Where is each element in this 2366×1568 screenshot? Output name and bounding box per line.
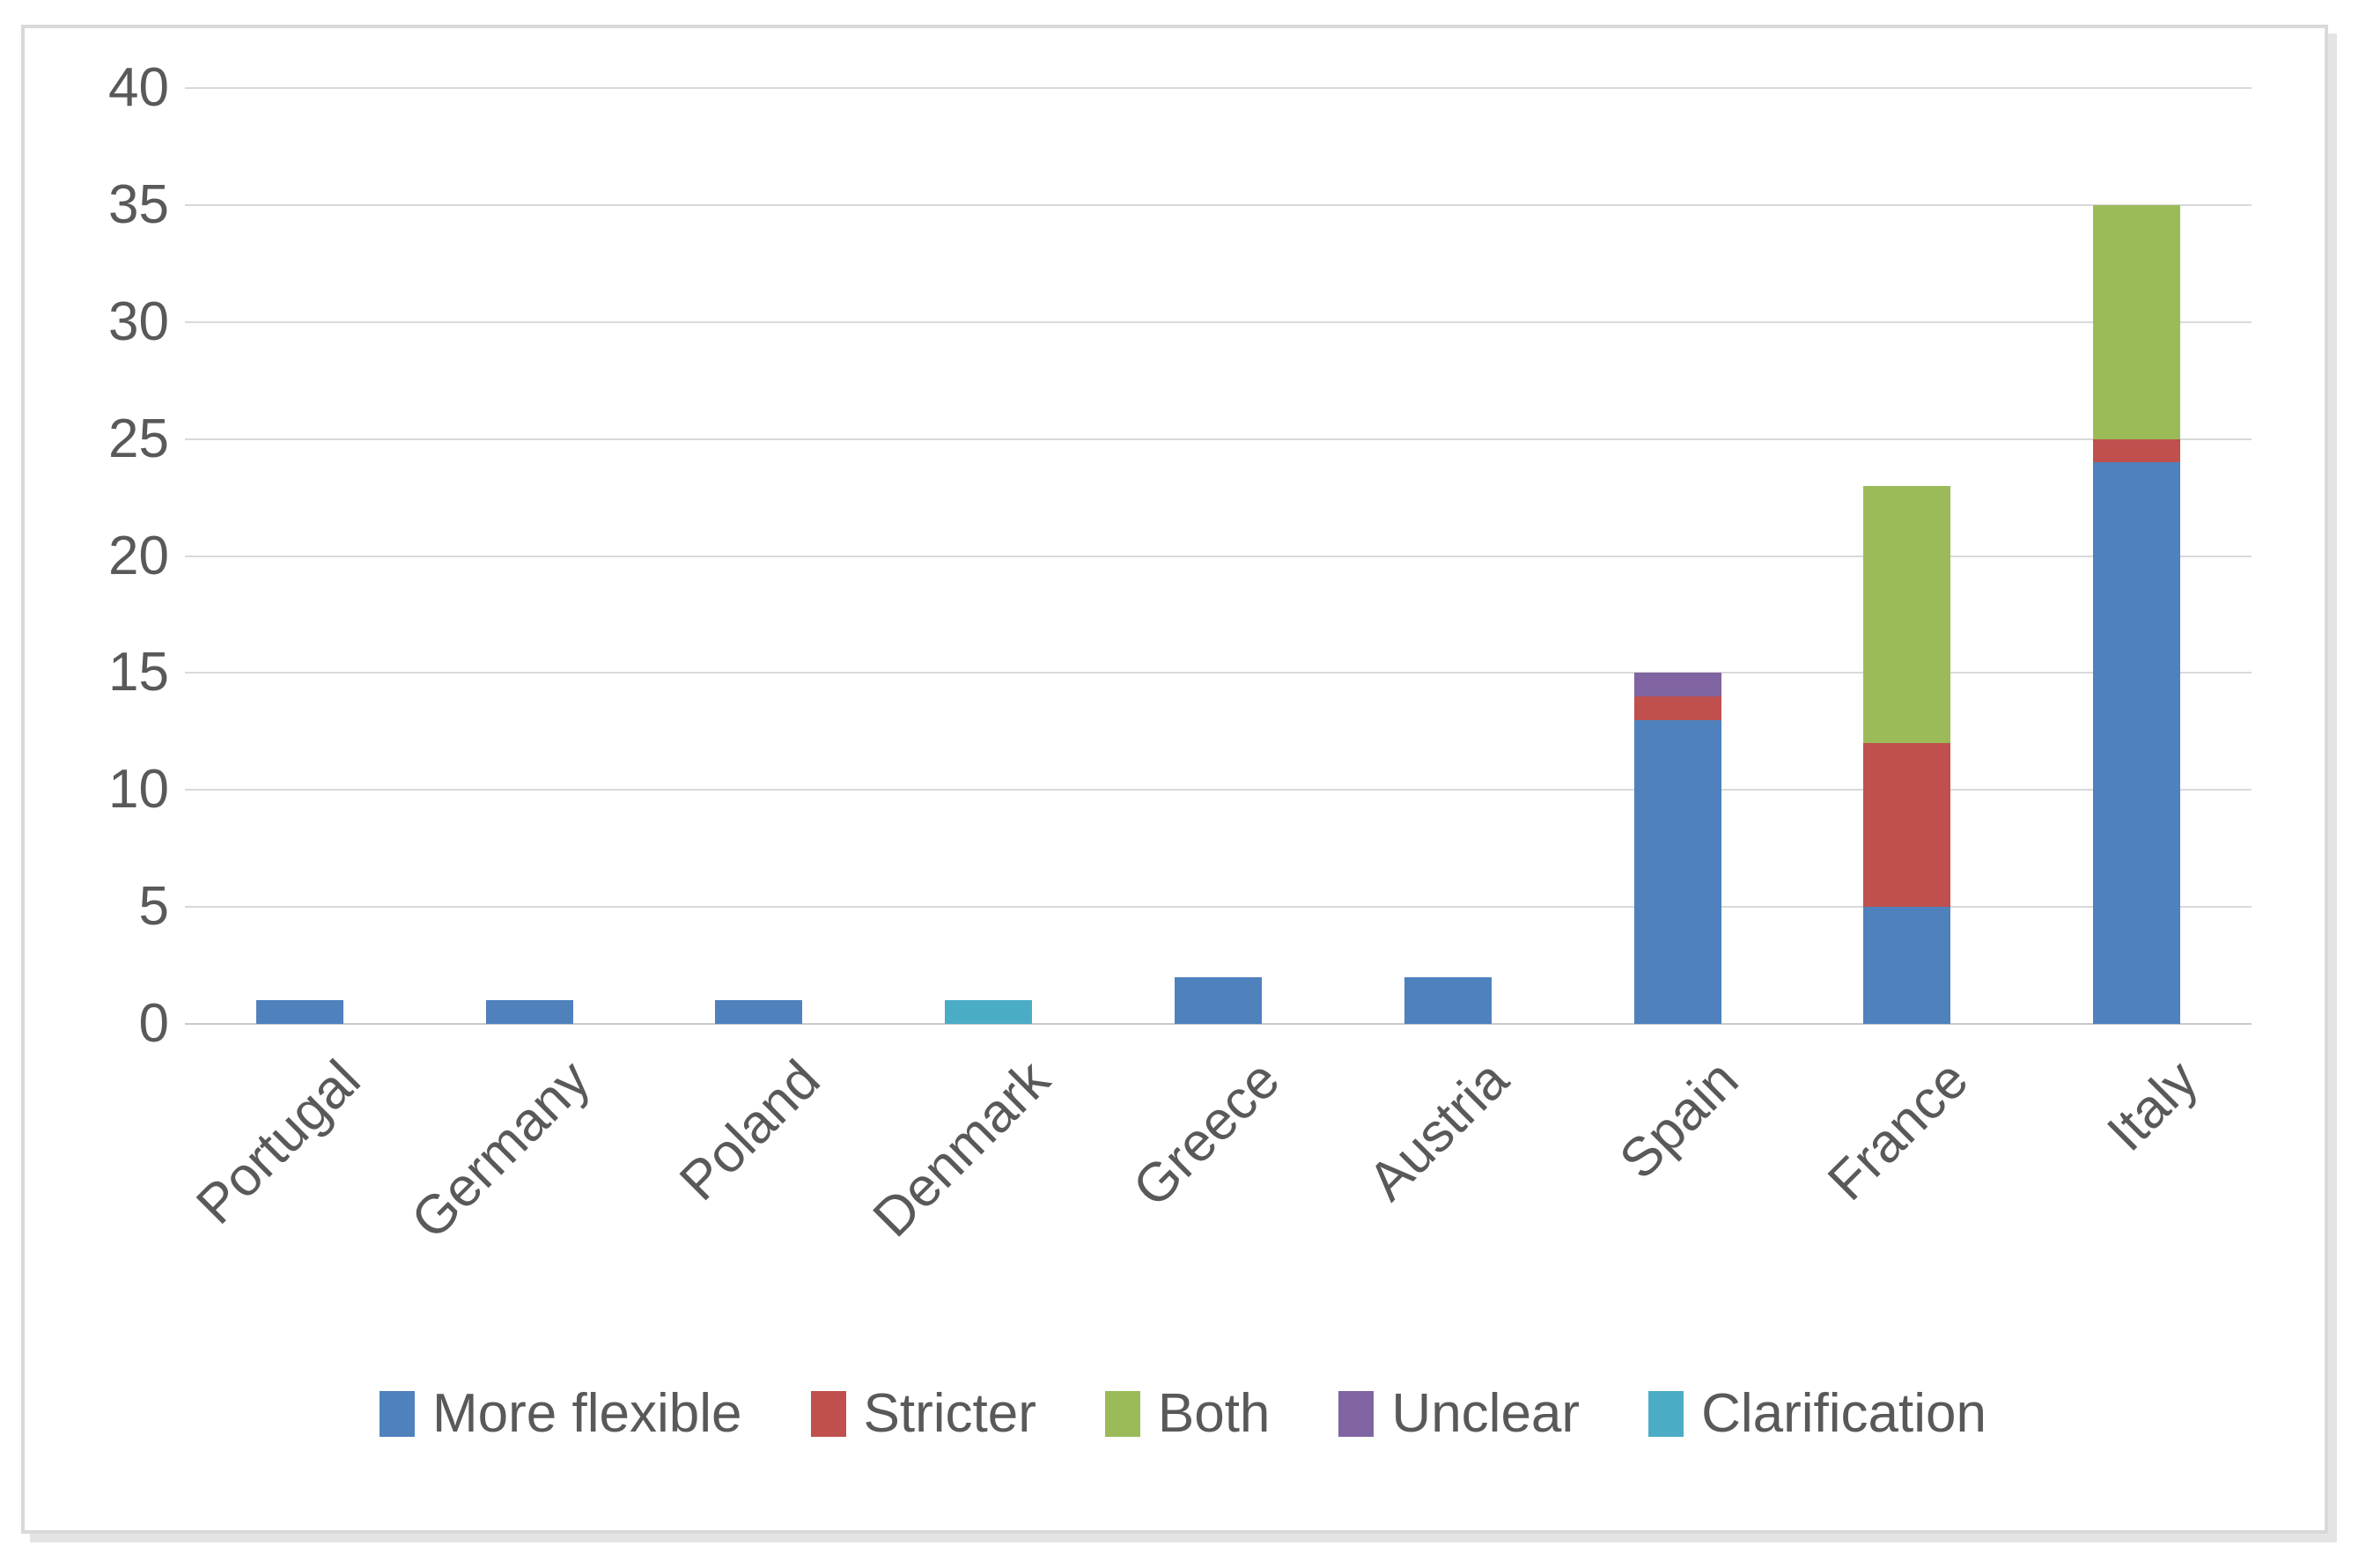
bar-segment-poland-more-flexible xyxy=(715,1000,802,1024)
bar-segment-italy-stricter xyxy=(2093,438,2180,463)
gridline-25 xyxy=(185,438,2252,440)
legend-swatch-more-flexible-icon xyxy=(380,1391,416,1437)
bar-segment-italy-more-flexible xyxy=(2093,462,2180,1024)
bar-denmark xyxy=(945,88,1032,1024)
gridline-10 xyxy=(185,789,2252,791)
legend-item-unclear: Unclear xyxy=(1338,1383,1580,1445)
bar-segment-spain-more-flexible xyxy=(1634,719,1721,1024)
gridline-35 xyxy=(185,203,2252,206)
y-axis-tick-label-0: 0 xyxy=(138,993,169,1054)
gridline-20 xyxy=(185,555,2252,557)
bar-segment-spain-unclear xyxy=(1634,673,1721,696)
legend-item-clarification: Clarification xyxy=(1648,1383,1986,1445)
bar-segment-italy-both xyxy=(2093,204,2180,439)
x-axis-category-label-greece: Greece xyxy=(1121,1049,1292,1219)
x-axis-category-label-poland: Poland xyxy=(668,1049,832,1212)
y-axis-tick-label-35: 35 xyxy=(108,173,169,235)
bar-austria xyxy=(1404,88,1492,1024)
legend-label-unclear: Unclear xyxy=(1391,1383,1581,1444)
bar-segment-france-stricter xyxy=(1863,743,1950,908)
legend-swatch-stricter-icon xyxy=(810,1391,846,1437)
gridline-15 xyxy=(185,672,2252,674)
bar-greece xyxy=(1175,88,1262,1024)
gridline-40 xyxy=(185,87,2252,89)
legend-swatch-unclear-icon xyxy=(1338,1391,1375,1437)
y-axis: 0 5 10 15 20 25 30 35 40 xyxy=(0,0,169,1568)
legend-item-more-flexible: More flexible xyxy=(380,1383,742,1445)
gridline-30 xyxy=(185,320,2252,323)
bar-spain xyxy=(1634,88,1721,1024)
legend: More flexible Stricter Both Unclear Clarific… xyxy=(0,1370,2366,1458)
bar-portugal xyxy=(256,88,343,1024)
legend-label-more-flexible: More flexible xyxy=(432,1383,742,1444)
bar-segment-denmark-clarification xyxy=(945,1000,1032,1024)
x-axis-category-label-portugal: Portugal xyxy=(185,1049,372,1236)
gridline-5 xyxy=(185,906,2252,909)
x-axis-category-label-germany: Germany xyxy=(400,1049,602,1251)
bar-segment-france-more-flexible xyxy=(1863,907,1950,1024)
y-axis-tick-label-40: 40 xyxy=(108,57,169,118)
bar-segment-spain-stricter xyxy=(1634,696,1721,720)
bar-germany xyxy=(486,88,573,1024)
x-axis-category-label-italy: Italy xyxy=(2096,1049,2210,1163)
x-axis-category-label-austria: Austria xyxy=(1357,1049,1521,1212)
bar-segment-greece-more-flexible xyxy=(1175,976,1262,1024)
bar-segment-france-both xyxy=(1863,485,1950,744)
legend-label-stricter: Stricter xyxy=(863,1383,1036,1444)
y-axis-tick-label-10: 10 xyxy=(108,759,169,821)
bar-segment-portugal-more-flexible xyxy=(256,1000,343,1024)
y-axis-tick-label-15: 15 xyxy=(108,642,169,703)
bar-segment-austria-more-flexible xyxy=(1404,976,1492,1024)
legend-label-both: Both xyxy=(1157,1383,1271,1444)
x-axis-category-label-france: France xyxy=(1817,1049,1980,1212)
y-axis-tick-label-25: 25 xyxy=(108,408,169,469)
y-axis-tick-label-5: 5 xyxy=(138,876,169,938)
bar-segment-germany-more-flexible xyxy=(486,1000,573,1024)
legend-swatch-clarification-icon xyxy=(1648,1391,1684,1437)
x-axis: Portugal Germany Poland Denmark Greece Austri… xyxy=(185,1024,2252,1341)
bar-italy xyxy=(2093,88,2180,1024)
y-axis-tick-label-30: 30 xyxy=(108,291,169,352)
plot-area xyxy=(185,87,2252,1025)
legend-item-both: Both xyxy=(1104,1383,1271,1445)
x-axis-category-label-spain: Spain xyxy=(1608,1049,1751,1191)
y-axis-tick-label-20: 20 xyxy=(108,525,169,586)
x-axis-category-label-denmark: Denmark xyxy=(861,1049,1062,1249)
bar-france xyxy=(1863,88,1950,1024)
legend-item-stricter: Stricter xyxy=(810,1383,1036,1445)
gridline-0 xyxy=(185,1023,2252,1025)
legend-label-clarification: Clarification xyxy=(1701,1383,1986,1444)
bar-poland xyxy=(715,88,802,1024)
legend-swatch-both-icon xyxy=(1104,1391,1140,1437)
